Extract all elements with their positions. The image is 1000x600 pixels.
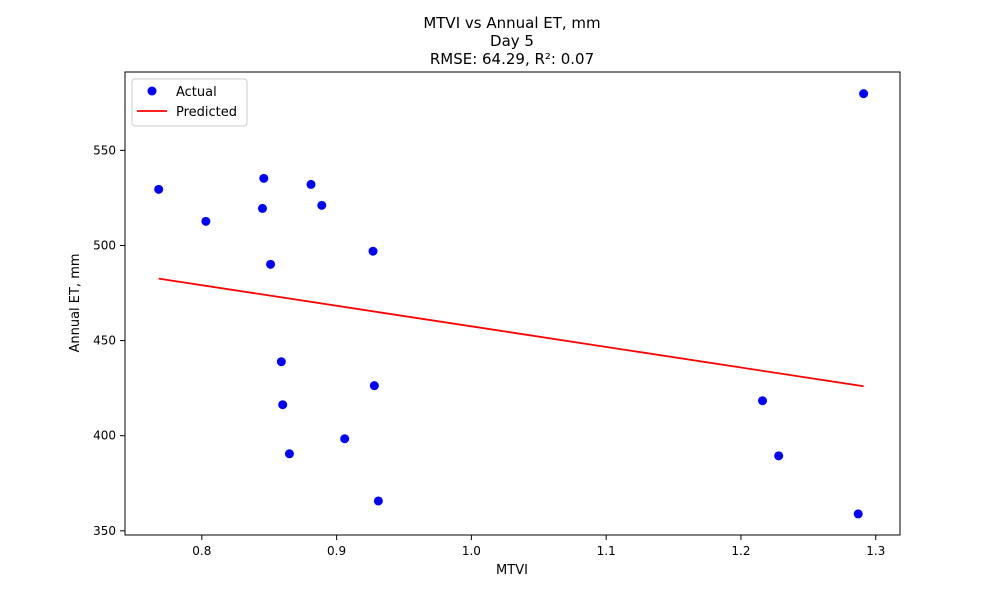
x-tick-label: 1.1 xyxy=(597,544,616,558)
chart-title: MTVI vs Annual ET, mm Day 5 RMSE: 64.29,… xyxy=(423,14,600,68)
y-axis-label: Annual ET, mm xyxy=(68,253,83,352)
actual-point xyxy=(284,449,294,459)
actual-point xyxy=(317,200,327,210)
y-axis-ticks: 350 400 450 500 550 xyxy=(93,143,125,538)
x-tick-label: 1.3 xyxy=(866,544,885,558)
x-tick-label: 0.8 xyxy=(192,544,211,558)
y-tick-label: 500 xyxy=(93,238,116,252)
y-tick-label: 350 xyxy=(93,524,116,538)
y-tick-label: 450 xyxy=(93,334,116,348)
actual-point xyxy=(306,179,316,189)
legend-label-actual: Actual xyxy=(176,85,217,100)
actual-point xyxy=(774,451,784,461)
plot-frame xyxy=(124,71,901,536)
actual-point xyxy=(758,396,768,406)
y-tick-label: 550 xyxy=(93,143,116,157)
legend-label-predicted: Predicted xyxy=(176,105,237,120)
actual-point xyxy=(373,496,383,506)
legend-box xyxy=(131,78,248,127)
actual-point xyxy=(368,246,378,256)
legend-marker-actual xyxy=(147,86,157,96)
actual-point xyxy=(369,381,379,391)
actual-point xyxy=(257,203,267,213)
x-tick-label: 1.0 xyxy=(462,544,481,558)
actual-point xyxy=(340,434,350,444)
chart-legend: Actual Predicted xyxy=(131,78,248,127)
y-tick-label: 400 xyxy=(93,429,116,443)
actual-point xyxy=(853,509,863,519)
actual-point xyxy=(154,184,164,194)
predicted-line xyxy=(158,277,864,388)
actual-point xyxy=(859,89,869,99)
x-axis-ticks: 0.8 0.9 1.0 1.1 1.2 1.3 xyxy=(192,535,885,558)
x-tick-label: 1.2 xyxy=(731,544,750,558)
chart-title-line-2: Day 5 xyxy=(490,32,534,50)
actual-point xyxy=(276,357,286,367)
chart-title-line-1: MTVI vs Annual ET, mm xyxy=(423,14,600,32)
actual-point xyxy=(266,259,276,269)
actual-point xyxy=(278,400,288,410)
plot-area xyxy=(154,89,869,519)
actual-point xyxy=(201,216,211,226)
x-axis-label: MTVI xyxy=(496,563,528,578)
chart-title-line-3: RMSE: 64.29, R²: 0.07 xyxy=(430,50,594,68)
actual-point xyxy=(259,173,269,183)
x-tick-label: 0.9 xyxy=(327,544,346,558)
